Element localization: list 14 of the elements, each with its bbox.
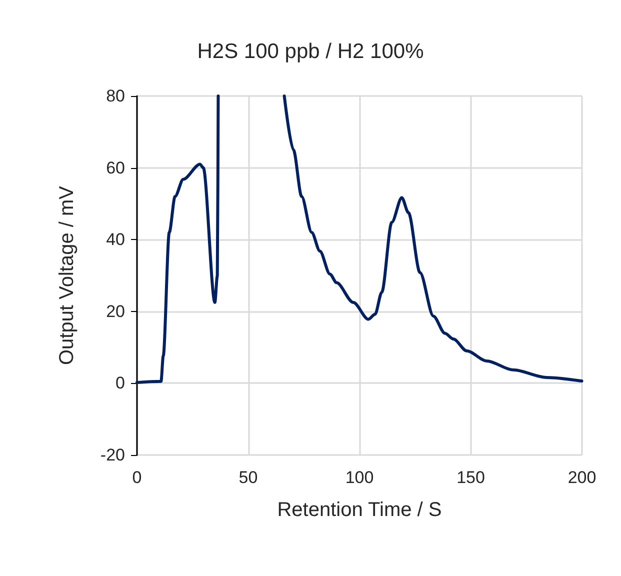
x-tick-label: 200 [568,468,596,487]
y-tick-label: 80 [106,86,125,106]
x-tick-label: 150 [456,468,485,487]
x-tick-label: 100 [345,468,374,487]
x-tick-label: 0 [132,468,142,487]
y-tick-label: 0 [116,374,125,393]
x-axis-title: Retention Time / S [277,499,442,521]
y-tick-label: 60 [106,158,125,178]
y-tick-label: 20 [106,302,125,321]
x-tick-label: 50 [238,468,258,487]
y-tick-label: -20 [100,446,125,464]
y-tick-label: 40 [106,230,125,250]
chart-title: H2S 100 ppb / H2 100% [197,40,424,63]
y-axis-title: Output Voltage / mV [56,185,78,365]
